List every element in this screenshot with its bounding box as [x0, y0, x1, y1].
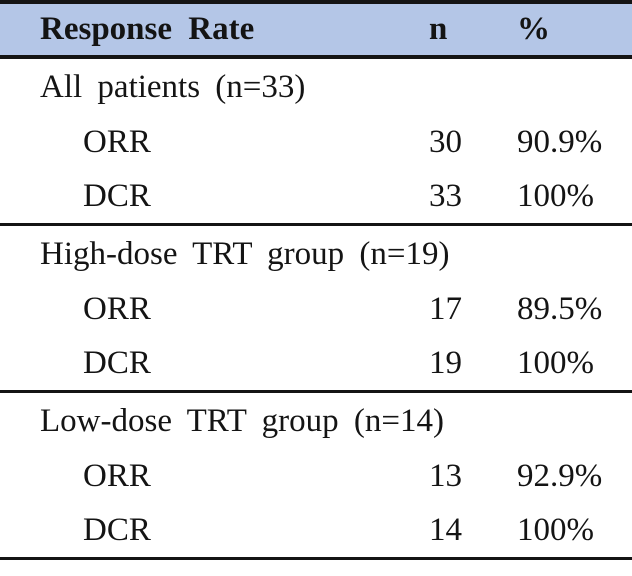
- row-label: DCR: [83, 344, 151, 381]
- section-title: Low-dose TRT group (n=14): [40, 402, 444, 439]
- table-row: ORR 13 92.9%: [0, 449, 632, 503]
- row-percent-value: 100%: [517, 511, 594, 548]
- table-row: DCR 33 100%: [0, 169, 632, 225]
- row-label: ORR: [83, 123, 151, 160]
- row-percent-value: 100%: [517, 177, 594, 214]
- section-low-dose-trt: Low-dose TRT group (n=14) ORR 13 92.9% D…: [0, 392, 632, 559]
- row-n-value: 30: [429, 123, 462, 160]
- section-title-row: Low-dose TRT group (n=14): [0, 392, 632, 450]
- row-label: ORR: [83, 457, 151, 494]
- row-percent-value: 92.9%: [517, 457, 603, 494]
- row-n-value: 19: [429, 344, 462, 381]
- table-row: ORR 30 90.9%: [0, 115, 632, 169]
- column-header-n: n: [429, 0, 517, 59]
- section-high-dose-trt: High-dose TRT group (n=19) ORR 17 89.5% …: [0, 225, 632, 392]
- response-rate-table: Response Rate n % All patients (n=33) OR…: [0, 0, 632, 559]
- row-n-value: 17: [429, 290, 462, 327]
- table-row: DCR 19 100%: [0, 336, 632, 392]
- row-label: DCR: [83, 511, 151, 548]
- section-title-row: High-dose TRT group (n=19): [0, 225, 632, 283]
- table-row: ORR 17 89.5%: [0, 282, 632, 336]
- row-n-value: 33: [429, 177, 462, 214]
- section-title: All patients (n=33): [40, 68, 306, 105]
- row-percent-value: 100%: [517, 344, 594, 381]
- section-all-patients: All patients (n=33) ORR 30 90.9% DCR 33 …: [0, 57, 632, 225]
- row-label: DCR: [83, 177, 151, 214]
- table-row: DCR 14 100%: [0, 503, 632, 559]
- section-title: High-dose TRT group (n=19): [40, 235, 450, 272]
- section-title-row: All patients (n=33): [0, 57, 632, 115]
- column-header-response-rate: Response Rate: [0, 0, 429, 59]
- row-percent-value: 89.5%: [517, 290, 603, 327]
- row-label: ORR: [83, 290, 151, 327]
- row-n-value: 14: [429, 511, 462, 548]
- row-percent-value: 90.9%: [517, 123, 603, 160]
- row-n-value: 13: [429, 457, 462, 494]
- table-header-row: Response Rate n %: [0, 0, 632, 59]
- column-header-percent: %: [517, 0, 632, 59]
